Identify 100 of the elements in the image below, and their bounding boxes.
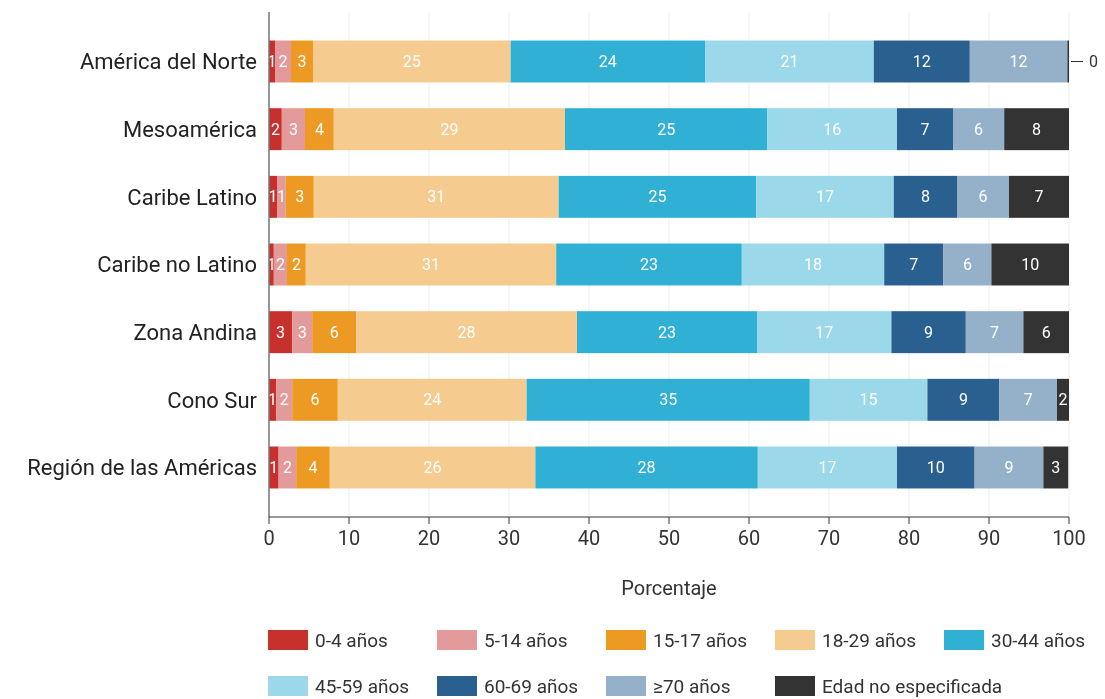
data-label: 23 bbox=[658, 322, 676, 342]
data-label: 8 bbox=[920, 187, 930, 207]
bar bbox=[305, 243, 557, 286]
bar bbox=[965, 311, 1024, 354]
bar bbox=[927, 378, 1000, 421]
bar bbox=[277, 175, 286, 218]
bar bbox=[1043, 446, 1069, 489]
data-label: 24 bbox=[598, 52, 617, 72]
legend-label: Edad no especificada bbox=[822, 674, 1003, 698]
data-label: 21 bbox=[780, 52, 799, 72]
x-tick-label: 50 bbox=[657, 526, 681, 550]
bar bbox=[281, 108, 305, 151]
bar bbox=[969, 40, 1068, 83]
data-label: 26 bbox=[423, 458, 442, 478]
y-tick-label: Mesoamérica bbox=[123, 116, 257, 142]
data-label: 1 bbox=[268, 187, 278, 207]
data-label: 28 bbox=[637, 458, 656, 478]
bar bbox=[292, 378, 338, 421]
data-label: 25 bbox=[648, 187, 667, 207]
data-label: 7 bbox=[909, 255, 919, 275]
bar bbox=[333, 108, 565, 151]
bar bbox=[312, 311, 357, 354]
data-label: 12 bbox=[912, 52, 931, 72]
data-label: 29 bbox=[440, 119, 459, 139]
bar bbox=[526, 378, 810, 421]
data-label: 2 bbox=[279, 390, 289, 410]
data-label: 31 bbox=[427, 187, 446, 207]
bar bbox=[974, 446, 1044, 489]
data-label: 24 bbox=[423, 390, 442, 410]
bar bbox=[705, 40, 874, 83]
x-tick-label: 100 bbox=[1052, 526, 1086, 550]
bar bbox=[556, 243, 742, 286]
data-label: 31 bbox=[422, 255, 440, 275]
y-tick-label: Caribe Latino bbox=[127, 184, 257, 210]
data-label: 17 bbox=[818, 458, 837, 478]
bar bbox=[292, 311, 313, 354]
bar bbox=[873, 40, 970, 83]
data-label: 7 bbox=[1034, 187, 1044, 207]
data-label: 7 bbox=[1023, 390, 1033, 410]
data-label: 6 bbox=[978, 187, 988, 207]
data-label: 12 bbox=[1009, 52, 1028, 72]
legend-label: 60-69 años bbox=[484, 674, 579, 698]
data-label: 9 bbox=[924, 322, 934, 342]
data-label: 2 bbox=[282, 458, 292, 478]
bar bbox=[757, 446, 897, 489]
x-tick-label: 70 bbox=[817, 526, 841, 550]
bar bbox=[891, 311, 966, 354]
data-label: 6 bbox=[974, 119, 984, 139]
bar bbox=[535, 446, 758, 489]
bar bbox=[957, 175, 1009, 218]
x-tick-label: 40 bbox=[577, 526, 601, 550]
data-label: 17 bbox=[815, 322, 834, 342]
data-label: 25 bbox=[657, 119, 676, 139]
data-label: 6 bbox=[310, 390, 320, 410]
data-label: 28 bbox=[457, 322, 476, 342]
data-label: 17 bbox=[816, 187, 834, 207]
data-label: 6 bbox=[329, 322, 339, 342]
data-label: 3 bbox=[1051, 458, 1061, 478]
bar bbox=[313, 40, 511, 83]
x-tick-label: 0 bbox=[263, 526, 275, 550]
bar bbox=[356, 311, 577, 354]
data-label: 9 bbox=[1004, 458, 1014, 478]
data-label: 2 bbox=[278, 52, 288, 72]
bar bbox=[999, 378, 1057, 421]
data-label: 3 bbox=[297, 322, 307, 342]
bar bbox=[756, 175, 894, 218]
bar bbox=[510, 40, 705, 83]
bar bbox=[943, 243, 992, 286]
data-label: 7 bbox=[990, 322, 1000, 342]
data-label: 2 bbox=[291, 255, 301, 275]
bar bbox=[558, 175, 757, 218]
legend-label: 15-17 años bbox=[653, 628, 748, 652]
bar bbox=[757, 311, 892, 354]
data-label: 2 bbox=[270, 119, 280, 139]
data-label: 4 bbox=[308, 458, 318, 478]
bar bbox=[577, 311, 757, 354]
y-tick-label: Cono Sur bbox=[167, 387, 258, 413]
y-tick-label: Caribe no Latino bbox=[97, 252, 257, 278]
data-label: 3 bbox=[297, 52, 307, 72]
bar bbox=[1009, 175, 1069, 218]
data-label: 0 bbox=[1089, 52, 1098, 72]
x-tick-label: 80 bbox=[897, 526, 921, 550]
y-tick-label: Región de las Américas bbox=[27, 455, 257, 481]
x-tick-label: 60 bbox=[737, 526, 761, 550]
data-label: 10 bbox=[926, 458, 945, 478]
data-label: 1 bbox=[267, 52, 277, 72]
bar bbox=[741, 243, 885, 286]
data-label: 2 bbox=[275, 255, 285, 275]
data-label: 3 bbox=[288, 119, 298, 139]
data-label: 1 bbox=[276, 187, 286, 207]
y-tick-label: Zona Andina bbox=[133, 319, 257, 345]
data-label: 3 bbox=[295, 187, 305, 207]
bar bbox=[305, 108, 334, 151]
data-label: 1 bbox=[269, 458, 279, 478]
bar bbox=[809, 378, 928, 421]
y-tick-label: América del Norte bbox=[79, 49, 257, 75]
data-label: 35 bbox=[659, 390, 678, 410]
bar bbox=[313, 175, 559, 218]
x-tick-label: 30 bbox=[497, 526, 521, 550]
bar bbox=[285, 175, 314, 218]
